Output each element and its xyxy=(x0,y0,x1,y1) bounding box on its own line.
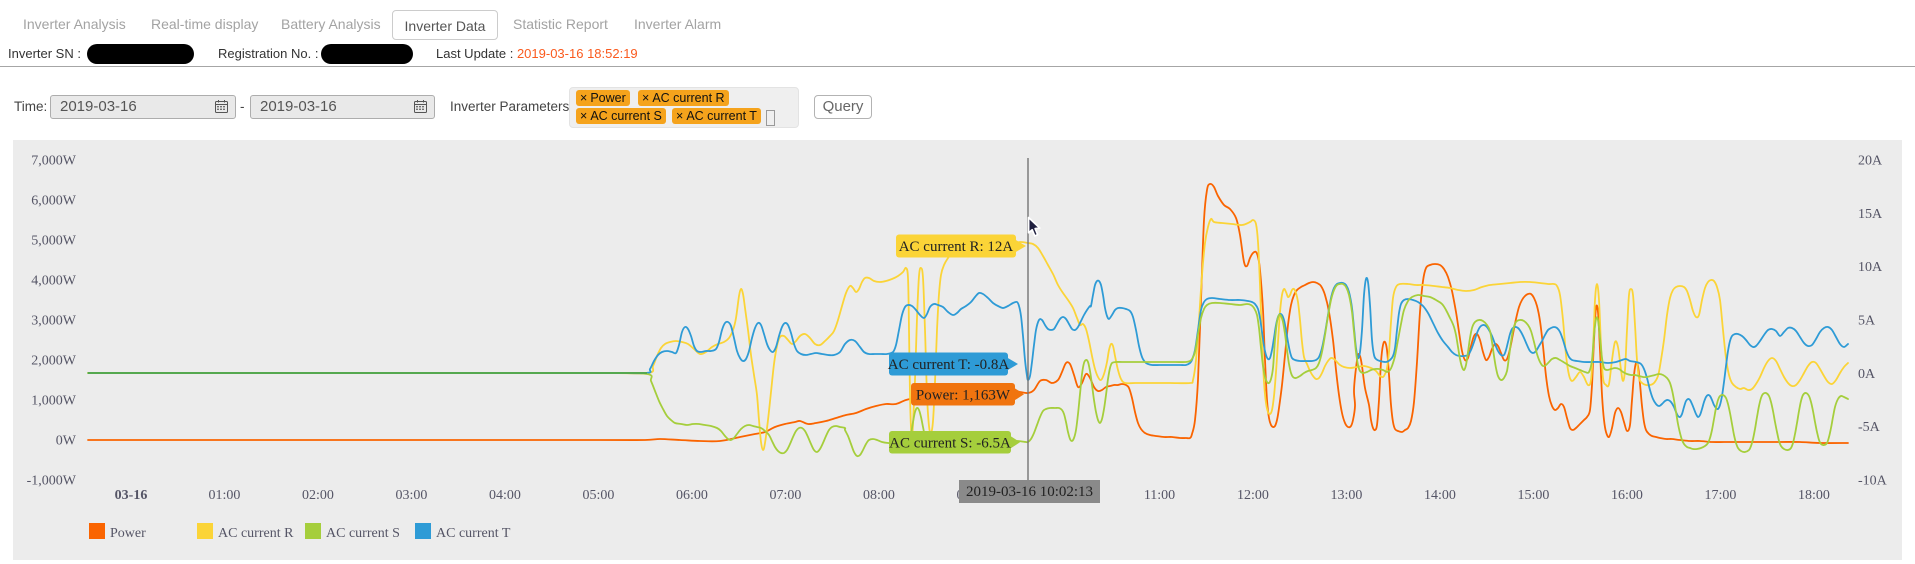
svg-text:16:00: 16:00 xyxy=(1611,488,1643,503)
svg-text:13:00: 13:00 xyxy=(1331,488,1363,503)
svg-text:2,000W: 2,000W xyxy=(31,354,77,369)
svg-text:0A: 0A xyxy=(1858,367,1876,382)
svg-text:03-16: 03-16 xyxy=(115,488,148,503)
svg-text:05:00: 05:00 xyxy=(583,488,615,503)
svg-text:15:00: 15:00 xyxy=(1518,488,1550,503)
svg-text:07:00: 07:00 xyxy=(770,488,802,503)
svg-text:-1,000W: -1,000W xyxy=(27,474,77,489)
svg-text:04:00: 04:00 xyxy=(489,488,521,503)
svg-text:AC current R: AC current R xyxy=(218,526,294,541)
svg-text:5A: 5A xyxy=(1858,314,1876,329)
svg-text:10A: 10A xyxy=(1858,260,1883,275)
svg-text:14:00: 14:00 xyxy=(1424,488,1456,503)
svg-text:Power: 1,163W: Power: 1,163W xyxy=(916,387,1011,403)
svg-text:03:00: 03:00 xyxy=(396,488,428,503)
svg-text:0W: 0W xyxy=(56,434,77,449)
svg-text:11:00: 11:00 xyxy=(1144,488,1175,503)
svg-text:12:00: 12:00 xyxy=(1237,488,1269,503)
svg-text:6,000W: 6,000W xyxy=(31,194,77,209)
svg-text:4,000W: 4,000W xyxy=(31,274,77,289)
svg-text:AC current S: -6.5A: AC current S: -6.5A xyxy=(889,435,1011,451)
svg-text:AC current S: AC current S xyxy=(326,526,400,541)
svg-text:Power: Power xyxy=(110,526,146,541)
svg-text:15A: 15A xyxy=(1858,207,1883,222)
svg-text:1,000W: 1,000W xyxy=(31,394,77,409)
svg-text:-5A: -5A xyxy=(1858,420,1881,435)
svg-text:02:00: 02:00 xyxy=(302,488,334,503)
svg-text:AC current R: 12A: AC current R: 12A xyxy=(899,239,1014,255)
svg-text:06:00: 06:00 xyxy=(676,488,708,503)
svg-text:AC current T: AC current T xyxy=(436,526,511,541)
svg-text:2019-03-16 10:02:13: 2019-03-16 10:02:13 xyxy=(966,484,1093,500)
svg-text:01:00: 01:00 xyxy=(209,488,241,503)
svg-text:3,000W: 3,000W xyxy=(31,314,77,329)
svg-text:17:00: 17:00 xyxy=(1705,488,1737,503)
svg-text:18:00: 18:00 xyxy=(1798,488,1830,503)
svg-text:7,000W: 7,000W xyxy=(31,154,77,169)
svg-text:5,000W: 5,000W xyxy=(31,234,77,249)
svg-text:-10A: -10A xyxy=(1858,474,1888,489)
svg-text:AC current T: -0.8A: AC current T: -0.8A xyxy=(888,357,1010,373)
svg-text:20A: 20A xyxy=(1858,154,1883,169)
svg-text:08:00: 08:00 xyxy=(863,488,895,503)
